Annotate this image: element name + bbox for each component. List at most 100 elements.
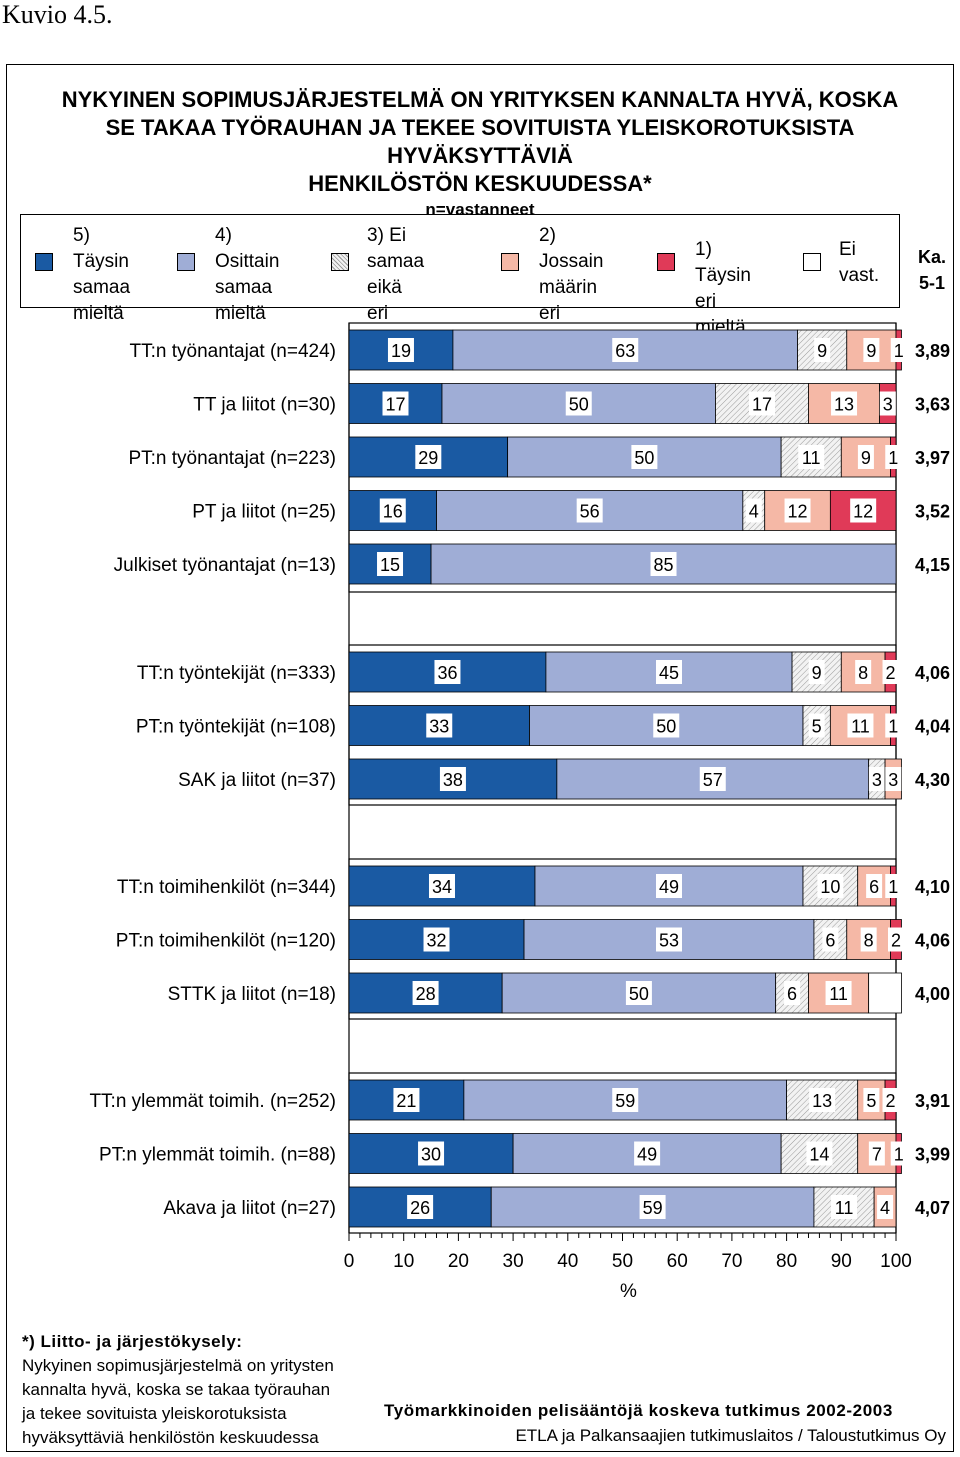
data-label: 29 [418, 448, 438, 468]
data-label: 10 [820, 877, 840, 897]
data-label-box [888, 927, 904, 952]
figure-label: Kuvio 4.5. [2, 0, 113, 29]
mean-column-label: Ka. 5-1 [917, 247, 946, 293]
data-label-box [439, 767, 466, 791]
data-label-box [407, 1195, 434, 1219]
data-label-box [423, 927, 450, 952]
category-label: TT:n ylemmät toimih. (n=252) [89, 1091, 336, 1112]
title-line-2: SE TAKAA TYÖRAUHAN JA TEKEE SOVITUISTA Y… [105, 115, 855, 140]
data-label: 15 [380, 555, 400, 575]
data-label: 9 [866, 341, 876, 361]
data-label: 49 [637, 1145, 657, 1165]
data-label: 12 [788, 502, 808, 522]
x-tick-label: 0 [344, 1251, 355, 1272]
data-label-box [890, 1141, 907, 1166]
data-label: 85 [654, 555, 674, 575]
mean-value: 4,04 [915, 717, 950, 737]
data-label: 36 [437, 663, 457, 683]
data-label-box [863, 1088, 880, 1112]
data-label: 45 [659, 663, 679, 683]
legend: 5) Täysin samaa mieltä 4) Osittain samaa… [20, 214, 900, 350]
data-label-box [412, 981, 439, 1005]
mean-value: 3,63 [915, 395, 950, 415]
bar-segment-s4 [545, 651, 793, 693]
mean-value: 3,99 [915, 1145, 950, 1165]
data-label: 30 [421, 1145, 441, 1165]
data-label-box [576, 498, 603, 523]
x-tick-label: 80 [776, 1251, 797, 1272]
data-label: 7 [872, 1145, 882, 1165]
data-label: 13 [834, 395, 854, 415]
data-label: 50 [634, 448, 654, 468]
mean-value: 4,15 [915, 555, 950, 575]
data-label: 8 [864, 931, 874, 951]
footnote-heading: *) Liitto- ja järjestökysely: [22, 1332, 243, 1351]
data-label: 2 [886, 663, 896, 683]
data-label: 50 [629, 984, 649, 1004]
data-label: 50 [656, 717, 676, 737]
data-label-box [890, 338, 907, 362]
source-line-2: ETLA ja Palkansaajien tutkimuslaitos / T… [515, 1426, 946, 1445]
data-label-box [885, 445, 902, 469]
data-label: 11 [802, 448, 821, 468]
data-label-box [377, 552, 404, 576]
data-label-box [612, 1088, 639, 1112]
data-label-box [814, 338, 831, 362]
figure-frame [6, 64, 954, 1452]
data-label: 2 [891, 931, 901, 951]
mean-value: 3,91 [915, 1091, 950, 1111]
footnote: *) Liitto- ja järjestökysely: Nykyinen s… [22, 1330, 334, 1450]
data-label-box [415, 445, 442, 469]
data-label-box [418, 1141, 445, 1166]
data-label-box [808, 713, 825, 738]
x-tick-label: 10 [393, 1251, 414, 1272]
data-label: 19 [391, 341, 411, 361]
data-label-box [798, 445, 825, 469]
mean-value: 4,00 [915, 984, 950, 1004]
data-label: 5 [812, 717, 822, 737]
data-label: 5 [866, 1091, 876, 1111]
category-label: Akava ja liitot (n=27) [163, 1198, 336, 1219]
data-label: 1 [894, 341, 904, 361]
data-label: 1 [888, 448, 898, 468]
legend-label-0: Ei vast. [839, 239, 880, 286]
data-label-box [612, 338, 639, 362]
category-label: PT:n työntekijät (n=108) [136, 717, 336, 738]
data-label: 26 [410, 1198, 430, 1218]
data-label: 17 [385, 395, 405, 415]
data-label: 4 [749, 502, 759, 522]
legend-swatch-0 [803, 253, 821, 271]
data-label-box [784, 498, 811, 523]
data-label-box [855, 660, 872, 684]
data-label-box [379, 498, 406, 523]
data-label: 63 [615, 341, 635, 361]
category-label: PT:n toimihenkilöt (n=120) [116, 931, 336, 952]
legend-swatch-2 [501, 253, 519, 271]
data-label: 38 [443, 770, 463, 790]
data-label: 2 [886, 1091, 896, 1111]
x-tick-label: 90 [831, 1251, 852, 1272]
data-label-box [631, 445, 658, 469]
data-label: 8 [858, 663, 868, 683]
data-label-box [847, 713, 874, 738]
footnote-line: Nykyinen sopimusjärjestelmä on yritysten [22, 1356, 334, 1375]
data-label-box [699, 767, 726, 791]
data-label-box [817, 874, 844, 898]
data-label: 56 [580, 502, 600, 522]
x-tick-label: 50 [612, 1251, 633, 1272]
data-label-box [387, 338, 414, 362]
data-label-box [806, 1141, 833, 1166]
data-label: 3 [872, 770, 882, 790]
data-label-box [882, 660, 899, 684]
data-label-box [831, 1195, 858, 1219]
category-label: PT:n ylemmät toimih. (n=88) [99, 1145, 336, 1166]
data-label-box [808, 660, 825, 684]
data-label-box [885, 713, 902, 738]
legend-label-1: 1) Täysin eri mieltä [695, 239, 751, 338]
data-label-box [868, 767, 885, 791]
category-label: Julkiset työnantajat (n=13) [114, 555, 336, 576]
data-label: 6 [787, 984, 797, 1004]
data-label: 11 [851, 717, 870, 737]
